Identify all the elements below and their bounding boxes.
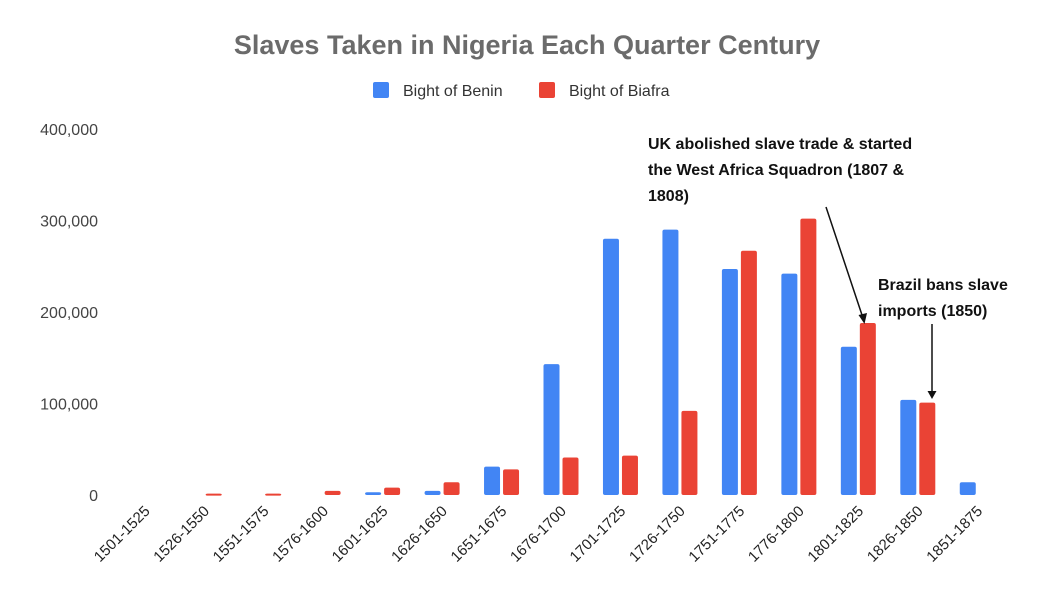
x-tick-label: 1501-1525	[91, 503, 154, 566]
bar-benin-1751-1775	[721, 268, 738, 495]
bar-biafra-1776-1800	[800, 218, 817, 496]
x-tick-label: 1651-1675	[448, 503, 511, 566]
x-tick-label: 1826-1850	[864, 503, 927, 566]
annotation-uk-line-3: 1808)	[648, 188, 689, 205]
bar-benin-1651-1675	[484, 466, 501, 495]
annotation-uk-line-2: the West Africa Squadron (1807 &	[648, 162, 905, 179]
legend-swatch-benin	[373, 82, 389, 98]
y-tick-label: 0	[89, 488, 98, 505]
bar-biafra-1576-1600	[324, 490, 341, 495]
x-tick-label: 1551-1575	[210, 503, 273, 566]
legend: Bight of Benin Bight of Biafra	[373, 82, 670, 100]
bars	[205, 218, 976, 496]
x-tick-label: 1801-1825	[804, 503, 867, 566]
legend-label-biafra: Bight of Biafra	[569, 83, 670, 100]
bar-biafra-1676-1700	[562, 457, 579, 495]
bar-biafra-1751-1775	[740, 250, 757, 495]
bar-biafra-1826-1850	[919, 402, 936, 495]
bar-benin-1801-1825	[840, 346, 857, 495]
bar-biafra-1526-1550	[205, 493, 222, 496]
bar-biafra-1726-1750	[681, 410, 698, 495]
legend-label-benin: Bight of Benin	[403, 83, 503, 100]
annotation-brazil-line-1: Brazil bans slave	[878, 277, 1008, 294]
y-tick-label: 400,000	[40, 122, 98, 139]
bar-biafra-1701-1725	[621, 455, 638, 495]
bar-benin-1626-1650	[424, 490, 441, 495]
x-tick-label: 1576-1600	[269, 503, 332, 566]
bar-benin-1676-1700	[543, 364, 560, 495]
annotation-uk-line-1: UK abolished slave trade & started	[648, 136, 912, 153]
bar-benin-1776-1800	[781, 273, 798, 495]
y-tick-label: 100,000	[40, 397, 98, 414]
x-tick-label: 1676-1700	[507, 503, 570, 566]
x-tick-label: 1701-1725	[567, 503, 630, 566]
annotation-brazil-ban: Brazil bans slave imports (1850)	[878, 277, 1008, 399]
bar-benin-1701-1725	[602, 238, 619, 496]
x-tick-label: 1626-1650	[388, 503, 451, 566]
x-tick-label: 1726-1750	[626, 503, 689, 566]
legend-swatch-biafra	[539, 82, 555, 98]
bar-benin-1851-1875	[959, 482, 976, 495]
bar-biafra-1651-1675	[503, 469, 520, 495]
bar-biafra-1601-1625	[384, 487, 401, 495]
y-tick-label: 300,000	[40, 214, 98, 231]
bar-biafra-1626-1650	[443, 482, 460, 495]
y-axis-ticks: 0 100,000 200,000 300,000 400,000	[40, 122, 98, 505]
annotation-uk-arrowhead	[858, 313, 867, 324]
annotation-brazil-arrowhead	[927, 391, 937, 399]
x-tick-label: 1776-1800	[745, 503, 808, 566]
x-tick-label: 1526-1550	[150, 503, 213, 566]
bar-biafra-1551-1575	[265, 493, 282, 496]
bar-benin-1601-1625	[365, 492, 382, 495]
annotation-uk-abolition: UK abolished slave trade & started the W…	[648, 136, 912, 324]
bar-benin-1726-1750	[662, 229, 679, 495]
x-tick-label: 1751-1775	[685, 503, 748, 566]
x-tick-label: 1601-1625	[329, 503, 392, 566]
y-tick-label: 200,000	[40, 305, 98, 322]
annotation-brazil-line-2: imports (1850)	[878, 303, 987, 320]
chart-title: Slaves Taken in Nigeria Each Quarter Cen…	[234, 30, 820, 60]
annotation-uk-arrow	[825, 206, 864, 319]
bar-benin-1826-1850	[900, 399, 917, 495]
x-axis-ticks: 1501-15251526-15501551-15751576-16001601…	[91, 503, 986, 566]
x-tick-label: 1851-1875	[923, 503, 986, 566]
bar-biafra-1801-1825	[859, 322, 876, 495]
